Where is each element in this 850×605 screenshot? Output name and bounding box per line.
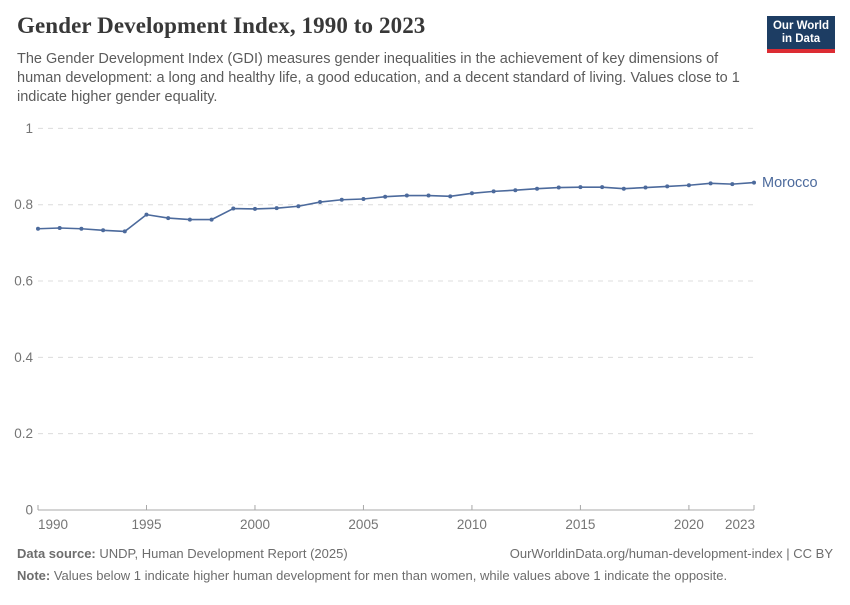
x-tick-label: 2010 <box>457 517 487 532</box>
data-source-text: UNDP, Human Development Report (2025) <box>95 546 348 561</box>
note-label: Note: <box>17 568 51 583</box>
data-point[interactable] <box>665 184 670 189</box>
x-tick-label: 2020 <box>674 517 704 532</box>
page-title: Gender Development Index, 1990 to 2023 <box>17 13 426 38</box>
data-point[interactable] <box>730 182 735 187</box>
x-tick-label: 2005 <box>348 517 378 532</box>
data-point[interactable] <box>556 185 561 190</box>
x-tick-label: 1995 <box>131 517 161 532</box>
data-point[interactable] <box>708 181 713 186</box>
data-point[interactable] <box>274 206 279 211</box>
data-point[interactable] <box>752 180 756 185</box>
data-point[interactable] <box>36 226 40 231</box>
x-tick-label: 1990 <box>38 517 68 532</box>
x-tick-label: 2000 <box>240 517 270 532</box>
data-point[interactable] <box>361 196 366 201</box>
y-tick-label: 0.8 <box>14 197 33 212</box>
data-point[interactable] <box>469 191 474 196</box>
x-tick-label: 2023 <box>725 517 755 532</box>
data-point[interactable] <box>79 226 84 231</box>
data-point[interactable] <box>621 186 626 191</box>
data-point[interactable] <box>491 189 496 194</box>
data-point[interactable] <box>426 193 431 198</box>
note-text: Values below 1 indicate higher human dev… <box>50 568 728 583</box>
y-tick-label: 0.4 <box>14 350 33 365</box>
data-point[interactable] <box>448 194 453 199</box>
data-point[interactable] <box>578 185 583 190</box>
owid-logo: Our World in Data <box>767 16 835 53</box>
data-source-label: Data source: <box>17 546 96 561</box>
data-point[interactable] <box>231 206 236 211</box>
data-point[interactable] <box>686 183 691 188</box>
chart-note: Note: Values below 1 indicate higher hum… <box>17 568 833 584</box>
data-point[interactable] <box>535 186 540 191</box>
data-point[interactable] <box>144 212 149 217</box>
y-tick-label: 1 <box>25 121 33 136</box>
series-end-label: Morocco <box>762 175 818 191</box>
y-tick-label: 0 <box>25 503 33 518</box>
data-point[interactable] <box>513 188 518 193</box>
data-point[interactable] <box>187 217 192 222</box>
data-point[interactable] <box>404 193 409 198</box>
chart-subtitle: The Gender Development Index (GDI) measu… <box>17 51 740 105</box>
series-line-morocco[interactable] <box>37 181 755 233</box>
owid-logo-line1: Our World <box>772 19 829 32</box>
chart-footer: Data source: UNDP, Human Development Rep… <box>17 546 833 584</box>
data-point[interactable] <box>600 185 605 190</box>
data-point[interactable] <box>339 197 344 202</box>
data-point[interactable] <box>166 216 171 221</box>
chart-header: Gender Development Index, 1990 to 2023 T… <box>17 12 757 107</box>
data-point[interactable] <box>209 217 214 222</box>
data-point[interactable] <box>57 225 62 230</box>
x-tick-label: 2015 <box>565 517 595 532</box>
data-source: Data source: UNDP, Human Development Rep… <box>17 546 348 562</box>
data-point[interactable] <box>296 204 301 209</box>
y-tick-label: 0.2 <box>14 426 33 441</box>
data-point[interactable] <box>383 194 388 199</box>
data-point[interactable] <box>643 185 648 190</box>
y-tick-label: 0.6 <box>14 274 33 289</box>
rights-link[interactable]: OurWorldinData.org/human-development-ind… <box>509 546 833 561</box>
data-point[interactable] <box>122 229 127 234</box>
data-point[interactable] <box>252 206 257 211</box>
owid-logo-line2: in Data <box>781 32 821 45</box>
data-point[interactable] <box>101 228 106 233</box>
data-point[interactable] <box>318 200 323 205</box>
